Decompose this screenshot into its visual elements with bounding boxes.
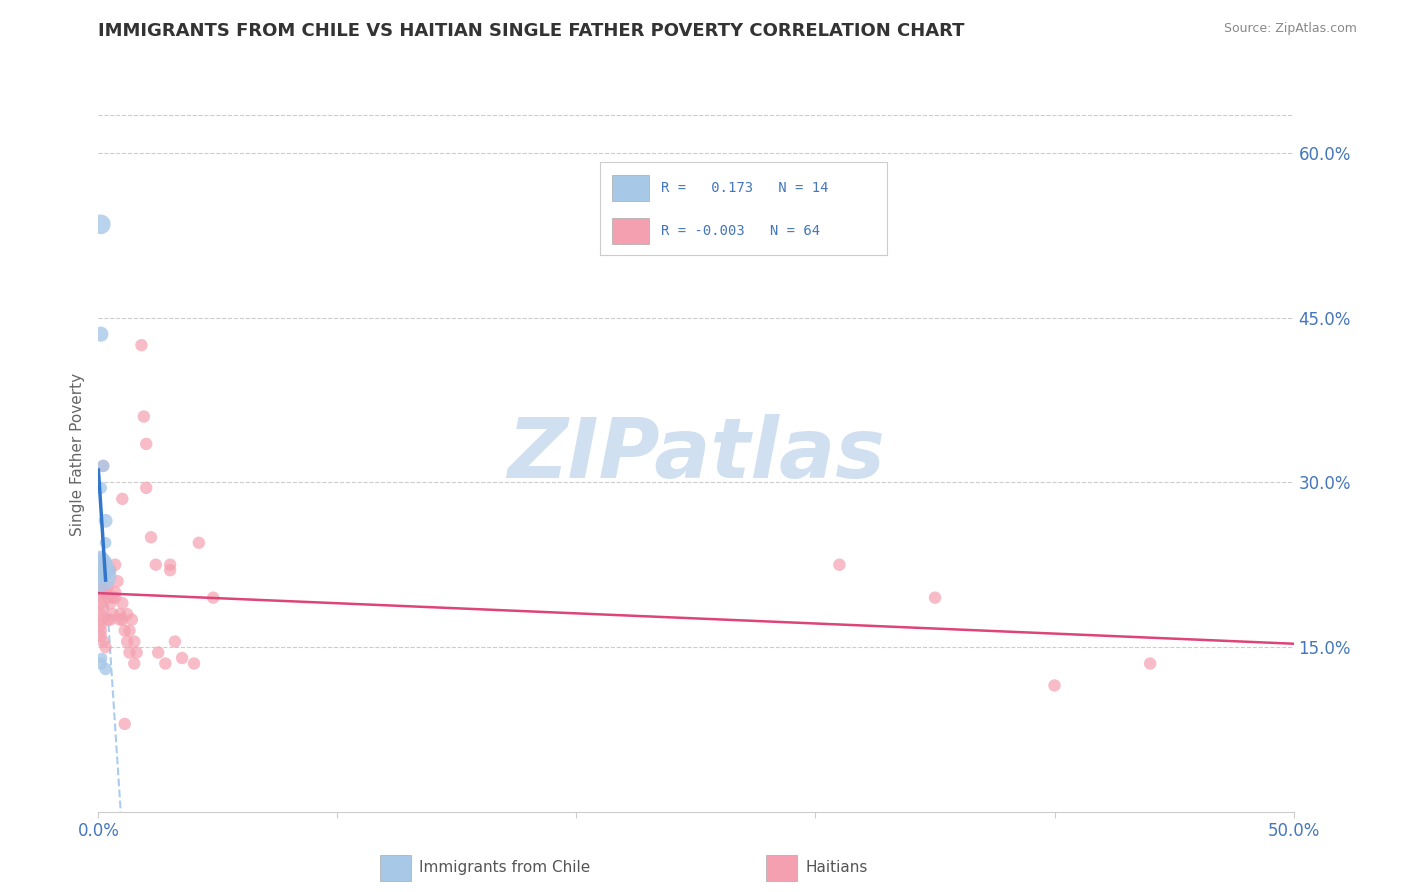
- Y-axis label: Single Father Poverty: Single Father Poverty: [70, 374, 86, 536]
- Point: [94, 662, 117, 676]
- Point: [91, 601, 114, 615]
- Point: [90, 481, 112, 495]
- Text: Haitians: Haitians: [806, 861, 868, 875]
- Point: [101, 591, 124, 605]
- Point: [132, 409, 155, 424]
- Point: [125, 646, 148, 660]
- Point: [91, 458, 114, 473]
- Point: [104, 585, 127, 599]
- Text: ZIPatlas: ZIPatlas: [508, 415, 884, 495]
- Point: [98, 563, 122, 577]
- Point: [187, 535, 209, 549]
- Point: [118, 646, 141, 660]
- Point: [91, 580, 114, 594]
- Point: [114, 717, 136, 731]
- Point: [163, 634, 186, 648]
- Point: [111, 613, 134, 627]
- Bar: [612, 176, 650, 202]
- Point: [90, 574, 112, 589]
- Point: [90, 596, 112, 610]
- Point: [94, 514, 117, 528]
- Point: [90, 218, 112, 232]
- Point: [101, 607, 124, 621]
- Point: [91, 563, 114, 577]
- Point: [121, 613, 143, 627]
- Point: [90, 568, 112, 582]
- Point: [159, 558, 181, 572]
- Point: [115, 634, 138, 648]
- Point: [111, 596, 134, 610]
- Point: [172, 651, 194, 665]
- Point: [148, 646, 170, 660]
- Point: [828, 558, 851, 572]
- Point: [104, 558, 127, 572]
- Point: [135, 481, 157, 495]
- Point: [91, 458, 114, 473]
- Point: [90, 585, 112, 599]
- Point: [90, 563, 112, 577]
- Point: [1043, 678, 1066, 692]
- Point: [139, 530, 162, 544]
- Point: [91, 651, 114, 665]
- Point: [107, 574, 129, 589]
- Point: [94, 535, 117, 549]
- Text: Source: ZipAtlas.com: Source: ZipAtlas.com: [1223, 22, 1357, 36]
- Point: [159, 563, 181, 577]
- Point: [97, 580, 120, 594]
- Text: Immigrants from Chile: Immigrants from Chile: [419, 861, 591, 875]
- Point: [90, 558, 112, 572]
- Point: [91, 634, 114, 648]
- Point: [90, 657, 112, 671]
- Point: [202, 591, 225, 605]
- Point: [90, 607, 112, 621]
- Point: [104, 591, 127, 605]
- Point: [90, 558, 112, 572]
- Point: [131, 338, 153, 352]
- Point: [97, 613, 120, 627]
- Point: [145, 558, 167, 572]
- Point: [98, 596, 122, 610]
- Point: [114, 624, 136, 638]
- Point: [94, 585, 117, 599]
- Point: [90, 624, 112, 638]
- Point: [90, 568, 112, 582]
- Point: [155, 657, 177, 671]
- Point: [124, 657, 146, 671]
- Point: [90, 618, 112, 632]
- Point: [90, 563, 112, 577]
- Point: [98, 613, 122, 627]
- Point: [124, 634, 146, 648]
- Point: [97, 591, 120, 605]
- Point: [90, 327, 112, 342]
- Bar: [612, 218, 650, 244]
- Point: [90, 591, 112, 605]
- Point: [183, 657, 205, 671]
- Text: IMMIGRANTS FROM CHILE VS HAITIAN SINGLE FATHER POVERTY CORRELATION CHART: IMMIGRANTS FROM CHILE VS HAITIAN SINGLE …: [98, 22, 965, 40]
- Point: [90, 552, 112, 566]
- Text: R =   0.173   N = 14: R = 0.173 N = 14: [661, 181, 828, 195]
- Point: [90, 613, 112, 627]
- Point: [1139, 657, 1161, 671]
- Point: [118, 624, 141, 638]
- Point: [108, 613, 131, 627]
- Point: [108, 607, 131, 621]
- Point: [90, 629, 112, 643]
- Point: [924, 591, 946, 605]
- Point: [135, 437, 157, 451]
- Point: [94, 640, 117, 654]
- Text: R = -0.003   N = 64: R = -0.003 N = 64: [661, 224, 820, 238]
- Point: [111, 491, 134, 506]
- Point: [115, 607, 138, 621]
